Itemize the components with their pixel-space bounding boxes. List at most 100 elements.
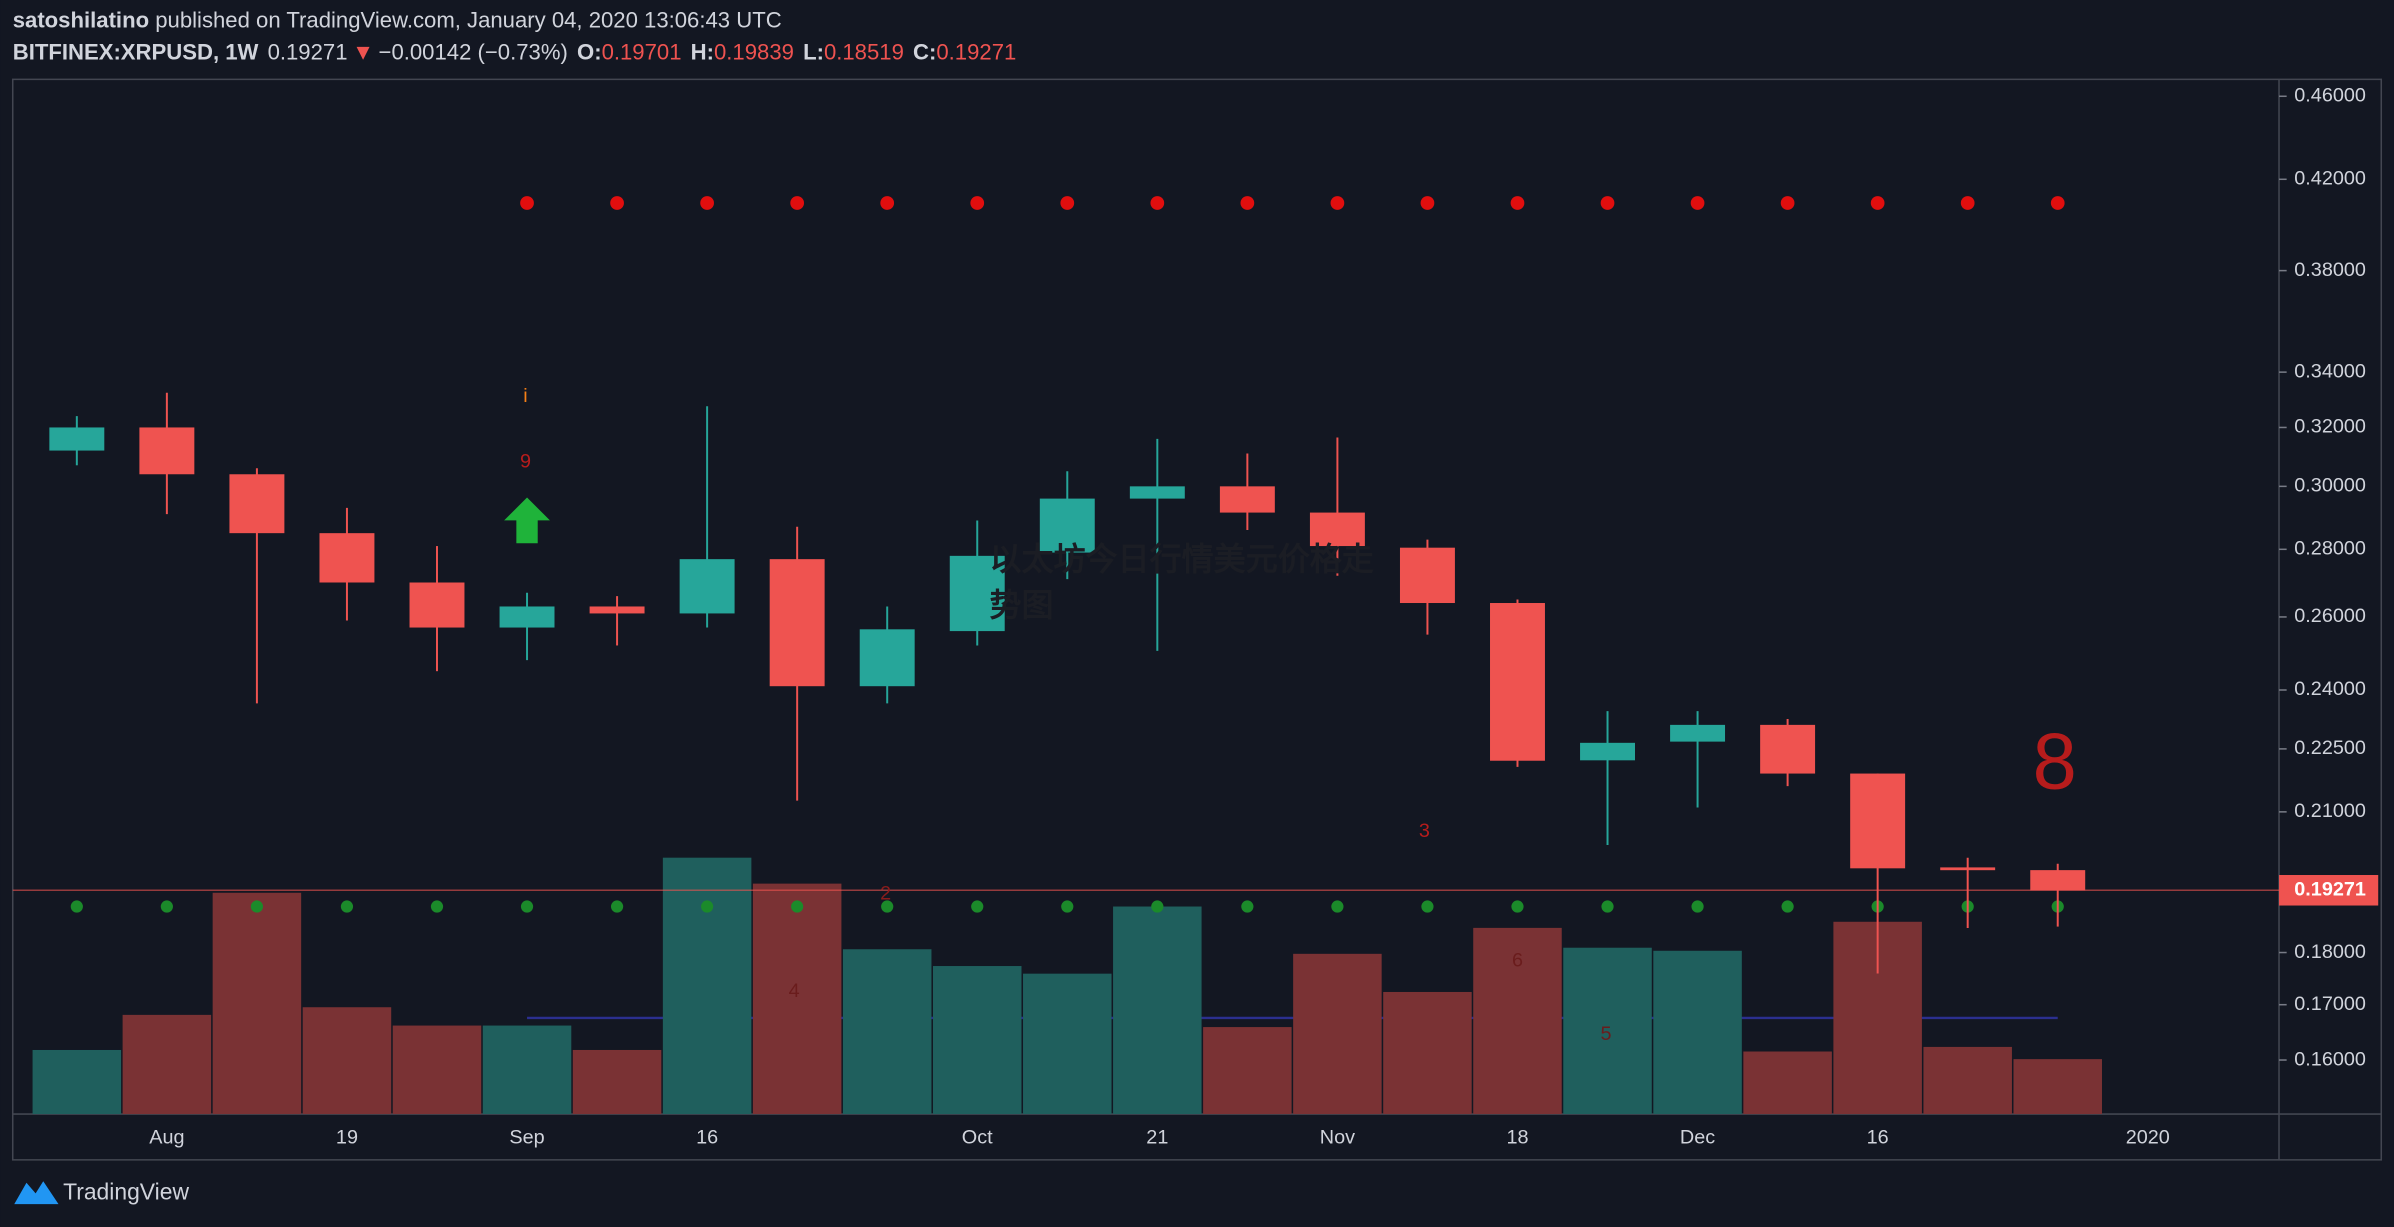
indicator-dot (1690, 196, 1705, 210)
last-price-label: 0.19271 (2294, 879, 2366, 901)
indicator-dot (1601, 900, 1614, 913)
down-arrow: ▼ (352, 39, 374, 64)
volume-bar (392, 1025, 482, 1115)
x-tick-label: Dec (1680, 1127, 1715, 1149)
volume-bar (932, 966, 1022, 1115)
x-tick-label: 16 (1867, 1127, 1889, 1149)
indicator-dot (1870, 196, 1885, 210)
volume-bar (302, 1007, 392, 1115)
candle-body (499, 606, 555, 628)
candle-body (1760, 724, 1816, 774)
candle-body (409, 582, 465, 628)
volume-bar (1293, 953, 1382, 1115)
indicator-dot (250, 900, 264, 913)
x-tick-label: Aug (149, 1127, 184, 1149)
x-tick-label: 18 (1506, 1127, 1528, 1149)
indicator-dot (1331, 900, 1344, 913)
indicator-dot (701, 900, 714, 913)
x-tick-label: Oct (962, 1127, 993, 1149)
volume-bar (122, 1014, 212, 1115)
indicator-dot (520, 900, 534, 913)
close-value: 0.19271 (936, 39, 1016, 64)
candle-body (949, 555, 1005, 632)
indicator-dot (70, 900, 83, 913)
chart-frame (11, 78, 2383, 1161)
brand-logo: TradingView (14, 1178, 189, 1204)
volume-bar (482, 1025, 572, 1115)
volume-bar (1653, 950, 1742, 1115)
annotation: 6 (1512, 950, 1523, 972)
indicator-dot (610, 900, 624, 913)
publish-line: satoshilatino published on TradingView.c… (13, 7, 782, 32)
y-tick-label: 0.18000 (2294, 941, 2366, 963)
indicator-dot (1511, 900, 1524, 913)
y-tick-label: 0.17000 (2294, 993, 2366, 1015)
volume-bar (1743, 1051, 1832, 1115)
symbol: BITFINEX:XRPUSD, 1W (13, 39, 259, 64)
low-value: 0.18519 (824, 39, 904, 64)
volume-bar (572, 1049, 662, 1115)
indicator-dot (970, 196, 985, 210)
x-tick-label: 16 (696, 1127, 718, 1149)
y-tick-label: 0.34000 (2294, 360, 2366, 382)
candle-body (1219, 486, 1275, 513)
volume-bar (842, 949, 932, 1115)
y-tick-label: 0.28000 (2294, 538, 2366, 560)
indicator-dot (1780, 196, 1795, 210)
candle-body (2030, 870, 2086, 891)
brand-name: TradingView (63, 1178, 189, 1204)
candle-body (319, 533, 375, 583)
indicator-dot (160, 900, 173, 913)
volume-bar (662, 857, 752, 1115)
indicator-dot (1240, 196, 1255, 210)
volume-bar (1383, 991, 1472, 1115)
candle-body (1580, 742, 1635, 761)
x-tick-label: Sep (509, 1127, 544, 1149)
candle-body (589, 606, 645, 614)
indicator-dot (430, 900, 444, 913)
indicator-dot (1421, 900, 1434, 913)
published: published on TradingView.com, January 04… (155, 7, 781, 32)
indicator-dot (1151, 900, 1164, 913)
y-tick-label: 0.26000 (2294, 605, 2366, 627)
candle-body (49, 427, 105, 451)
candle-body (1670, 724, 1726, 742)
indicator-dot (880, 196, 895, 210)
volume-bar (752, 883, 842, 1115)
open-label: O: (577, 39, 602, 64)
indicator-dot (881, 900, 894, 913)
indicator-dot (610, 196, 624, 210)
candle-body (1399, 547, 1455, 604)
symbol-line: BITFINEX:XRPUSD, 1W 0.19271 ▼ −0.00142 (−0.… (13, 39, 1017, 64)
indicator-dot (1691, 900, 1704, 913)
candle-body (1129, 486, 1185, 499)
annotation: 2 (880, 883, 891, 905)
brand-icon (14, 1181, 59, 1205)
y-tick-label: 0.32000 (2294, 416, 2366, 438)
annotation: 4 (789, 980, 800, 1002)
candle-body (769, 559, 825, 687)
indicator-dot (1600, 196, 1615, 210)
change: −0.00142 (−0.73%) (379, 39, 568, 64)
annotation: 8 (2033, 717, 2077, 806)
last-price-box (2279, 875, 2379, 906)
indicator-dot (1330, 196, 1345, 210)
candle-body (1490, 603, 1545, 761)
candle-body (1039, 498, 1095, 553)
indicator-dot (790, 196, 805, 210)
indicator-dot (1150, 196, 1165, 210)
indicator-dot (1420, 196, 1435, 210)
watermark: 势图 (989, 587, 1053, 623)
y-tick-label: 0.46000 (2294, 84, 2366, 106)
last-price: 0.19271 (268, 39, 348, 64)
candle-body (679, 559, 735, 614)
indicator-dot (700, 196, 714, 210)
y-tick-label: 0.24000 (2294, 678, 2366, 700)
volume-bar (32, 1049, 122, 1115)
candle-body (1940, 867, 1996, 871)
indicator-dot (1241, 900, 1254, 913)
y-tick-label: 0.16000 (2294, 1048, 2366, 1070)
